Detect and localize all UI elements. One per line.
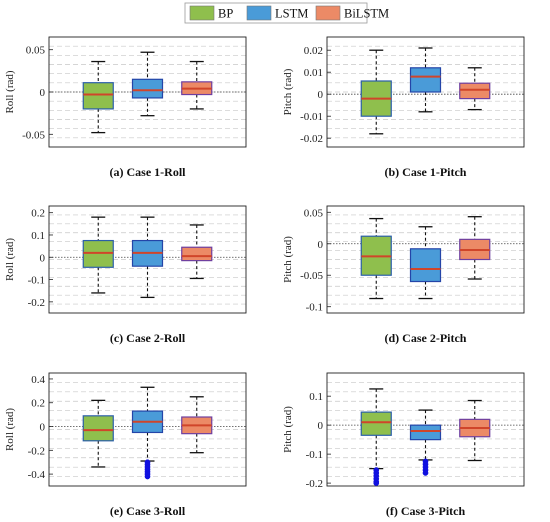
box-lstm xyxy=(409,47,442,113)
plot-frame xyxy=(326,372,525,487)
box-lstm xyxy=(131,216,164,299)
y-tick-label: 0 xyxy=(40,422,46,434)
chart-panel-5: -0.4 -0.2 0 0.2 0.4 Roll (rad) (e) Case 3-Roll xyxy=(4,372,247,518)
y-tick-label: -0.05 xyxy=(22,129,45,141)
y-tick-label: -0.1 xyxy=(28,275,45,287)
plot-frame xyxy=(326,205,525,314)
chart-panel-2: -0.02 -0.01 0 0.01 0.02 Pitch (rad) (b) Case 1… xyxy=(282,36,525,179)
box-lstm xyxy=(131,386,164,480)
plot-frame xyxy=(326,36,525,148)
panel-caption: (e) Case 3-Roll xyxy=(110,504,186,518)
box-body xyxy=(409,67,442,93)
y-tick-label: 0.05 xyxy=(26,45,46,57)
y-tick-label: -0.05 xyxy=(300,270,323,282)
y-tick-label: 0 xyxy=(318,239,324,251)
chart-panel-6: -0.2 -0.1 0 0.1 Pitch (rad) (f) Case 3-Pitch xyxy=(282,372,525,518)
plot-frame xyxy=(48,205,247,314)
y-tick-label: -0.2 xyxy=(28,445,45,457)
y-axis-label: Pitch (rad) xyxy=(282,236,294,283)
box-bilstm xyxy=(181,224,213,280)
y-tick-label: 0.2 xyxy=(31,208,45,220)
legend-label-bp: BP xyxy=(218,7,233,21)
box-bp xyxy=(360,217,392,300)
legend: BP LSTM BiLSTM xyxy=(184,2,389,24)
y-tick-label: -0.2 xyxy=(28,297,45,309)
box-body xyxy=(82,415,114,442)
box-body xyxy=(459,82,491,100)
y-tick-label: 0.02 xyxy=(304,45,323,57)
y-tick-label: -0.4 xyxy=(28,469,46,481)
box-bilstm xyxy=(459,216,491,280)
panels: -0.05 0 0.05 Roll (rad) (a) Case 1-Roll -0.02… xyxy=(4,36,525,518)
box-body xyxy=(82,239,114,268)
box-bp xyxy=(360,49,392,135)
y-tick-label: 0 xyxy=(40,87,46,99)
box-bilstm xyxy=(181,60,213,110)
box-body xyxy=(409,248,442,283)
y-axis-label: Pitch (rad) xyxy=(282,406,294,453)
legend-swatch-bp xyxy=(189,5,215,21)
y-tick-label: 0.1 xyxy=(31,230,45,242)
y-tick-label: 0.01 xyxy=(304,67,323,79)
box-lstm xyxy=(131,51,164,117)
outlier-point xyxy=(144,473,151,480)
box-bp xyxy=(82,60,114,134)
box-body xyxy=(360,411,392,436)
box-body xyxy=(82,82,114,110)
box-bp xyxy=(82,399,114,468)
legend-label-lstm: LSTM xyxy=(275,7,308,21)
y-axis-label: Pitch (rad) xyxy=(282,68,294,115)
y-axis-label: Roll (rad) xyxy=(4,70,16,113)
plot-frame xyxy=(48,372,247,487)
y-tick-label: 0 xyxy=(318,420,324,432)
y-tick-label: 0 xyxy=(40,252,46,264)
y-tick-label: 0.4 xyxy=(31,374,45,386)
panel-caption: (b) Case 1-Pitch xyxy=(385,165,467,179)
panel-caption: (a) Case 1-Roll xyxy=(110,165,187,179)
y-axis-label: Roll (rad) xyxy=(4,238,16,281)
box-lstm xyxy=(409,409,442,476)
box-bilstm xyxy=(459,399,491,462)
y-tick-label: -0.1 xyxy=(306,449,323,461)
y-tick-label: 0.2 xyxy=(31,398,45,410)
box-lstm xyxy=(409,226,442,300)
y-tick-label: -0.1 xyxy=(306,302,323,314)
box-bilstm xyxy=(181,396,213,454)
legend-label-bilstm: BiLSTM xyxy=(344,7,389,21)
outlier-point xyxy=(373,480,380,486)
box-bilstm xyxy=(459,67,491,111)
legend-swatch-bilstm xyxy=(315,5,341,21)
y-tick-label: -0.2 xyxy=(306,478,323,490)
box-body xyxy=(181,246,213,262)
y-axis-label: Roll (rad) xyxy=(4,408,16,451)
y-tick-label: -0.02 xyxy=(300,133,323,145)
box-body xyxy=(409,424,442,441)
chart-panel-1: -0.05 0 0.05 Roll (rad) (a) Case 1-Roll xyxy=(4,36,247,179)
y-tick-label: -0.01 xyxy=(300,111,323,123)
panel-caption: (d) Case 2-Pitch xyxy=(385,331,467,345)
chart-panel-3: -0.2 -0.1 0 0.1 0.2 Roll (rad) (c) Case 2-Roll xyxy=(4,205,247,345)
panel-caption: (c) Case 2-Roll xyxy=(110,331,186,345)
panel-caption: (f) Case 3-Pitch xyxy=(386,504,466,518)
outlier-point xyxy=(422,470,429,476)
y-tick-label: 0 xyxy=(318,89,324,101)
box-bp xyxy=(82,216,114,294)
chart-panel-4: -0.1 -0.05 0 0.05 Pitch (rad) (d) Case 2-Pitc… xyxy=(282,205,525,345)
y-tick-label: 0.1 xyxy=(309,391,323,403)
box-bp xyxy=(360,388,392,486)
box-body xyxy=(131,78,164,99)
legend-swatch-lstm xyxy=(246,5,272,21)
y-tick-label: 0.05 xyxy=(304,207,324,219)
